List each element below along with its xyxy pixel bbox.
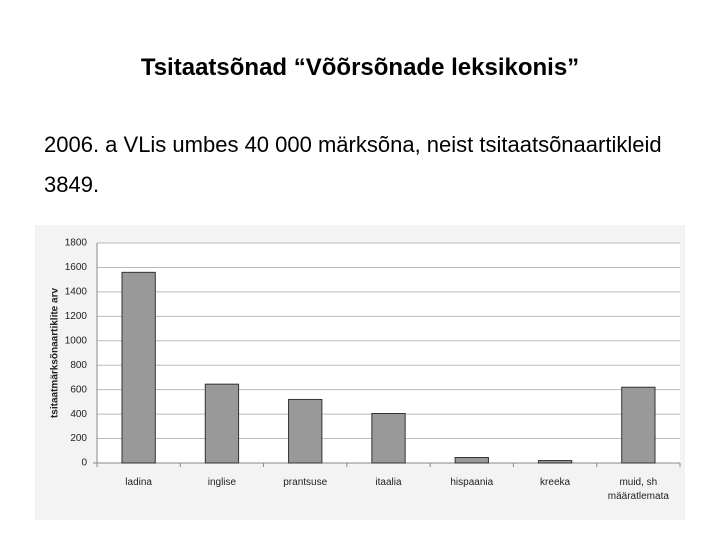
y-tick-label: 800: [70, 360, 87, 371]
y-tick-label: 1000: [65, 335, 88, 346]
slide-title: Tsitaatsõnad “Võõrsõnade leksikonis”: [140, 54, 580, 81]
y-tick-label: 600: [70, 384, 87, 395]
x-tick-label: hispaania: [450, 477, 494, 488]
bar: [371, 413, 406, 464]
y-tick-label: 1600: [65, 262, 88, 273]
x-tick-label: itaalia: [375, 477, 402, 488]
x-tick-label: inglise: [207, 477, 237, 488]
y-tick-label: 0: [81, 458, 87, 469]
y-axis-label: tsitaatmärksõnaartiklite arv: [50, 288, 61, 419]
bar: [204, 383, 240, 464]
x-tick-label: muid, sh määratlemata: [607, 477, 669, 502]
bar: [621, 386, 656, 464]
y-tick-label: 1400: [65, 287, 88, 298]
bar: [288, 398, 323, 464]
y-tick-label: 400: [70, 409, 87, 420]
y-tick-label: 200: [70, 433, 87, 444]
x-tick-label: kreeka: [540, 477, 571, 488]
x-tick-label: prantsuse: [283, 477, 328, 488]
y-tick-label: 1800: [65, 238, 88, 249]
bar: [454, 457, 489, 464]
x-tick-label: ladina: [125, 477, 152, 488]
y-tick-label: 1200: [65, 311, 88, 322]
bar: [537, 460, 573, 464]
slide-text: 2006. a VLis umbes 40 000 märksõna, neis…: [44, 132, 662, 197]
bar: [121, 271, 156, 464]
